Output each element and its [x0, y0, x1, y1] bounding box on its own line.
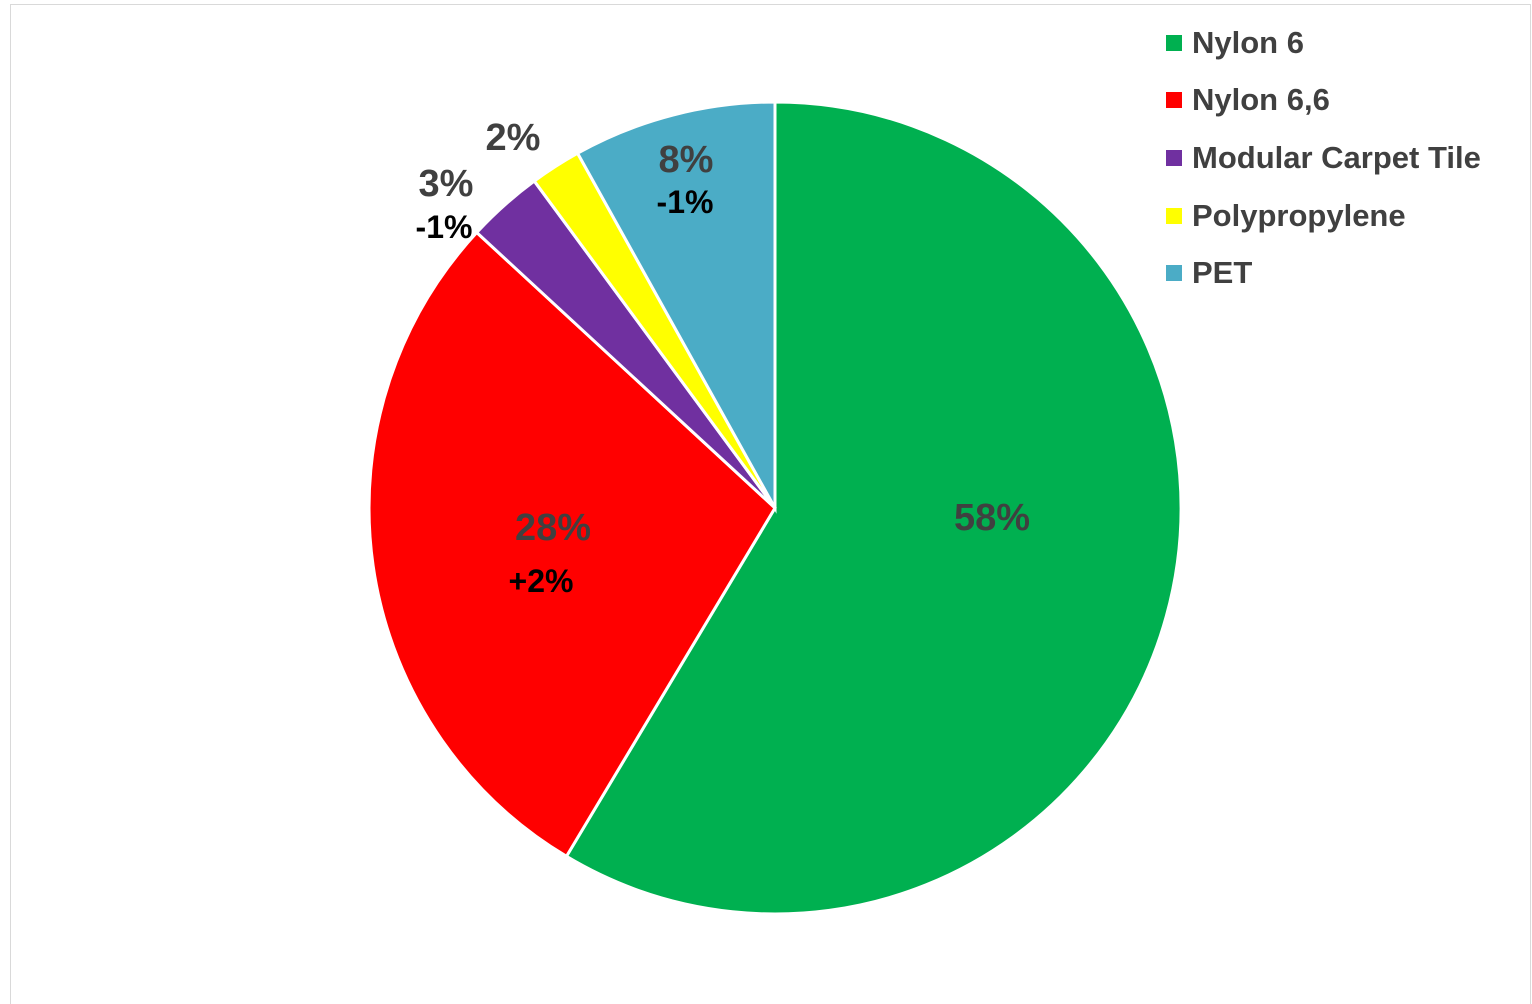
legend-item-nylon-6: Nylon 6	[1166, 14, 1481, 72]
legend-swatch	[1166, 149, 1182, 166]
chart-legend: Nylon 6 Nylon 6,6 Modular Carpet Tile Polyp…	[1166, 14, 1481, 302]
legend-item-polypropylene: Polypropylene	[1166, 187, 1481, 245]
pie-slice-nylon-6	[564, 100, 1183, 916]
data-label-modular-carpet-tile: 3%	[419, 163, 474, 205]
pie-slice-pet	[575, 100, 777, 514]
data-label-nylon-6-6: 28%	[515, 507, 591, 549]
legend-label: Modular Carpet Tile	[1192, 139, 1481, 175]
change-label-nylon-6-6: +2%	[509, 563, 574, 599]
legend-label: Nylon 6,6	[1192, 82, 1330, 118]
data-label-pet: 8%	[659, 139, 714, 181]
legend-swatch	[1166, 207, 1182, 224]
legend-swatch	[1166, 265, 1182, 282]
pie-slice-nylon-6-6	[367, 230, 777, 859]
change-label-pet: -1%	[657, 184, 714, 220]
change-label-modular-carpet-tile: -1%	[416, 209, 473, 245]
pie-slices	[367, 100, 1183, 916]
data-label-nylon-6: 58%	[954, 497, 1030, 539]
legend-item-nylon-6-6: Nylon 6,6	[1166, 72, 1481, 130]
legend-item-modular-carpet-tile: Modular Carpet Tile	[1166, 129, 1481, 187]
legend-swatch	[1166, 92, 1182, 109]
pie-labels: 58%28%+2%3%-1%2%8%-1%	[416, 117, 1030, 599]
legend-item-pet: PET	[1166, 244, 1481, 302]
legend-swatch	[1166, 34, 1182, 51]
legend-label: PET	[1192, 255, 1253, 291]
chart-frame	[10, 4, 1531, 1004]
legend-label: Nylon 6	[1192, 24, 1304, 60]
data-label-polypropylene: 2%	[486, 117, 541, 159]
legend-label: Polypropylene	[1192, 197, 1406, 233]
